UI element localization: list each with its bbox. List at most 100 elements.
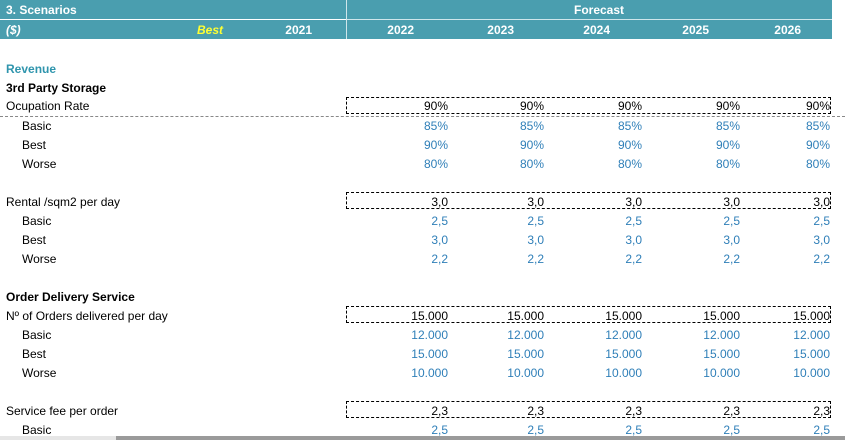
input-value-cell[interactable]: 2,3 — [813, 404, 830, 418]
scenario-value-cell[interactable]: 2,5 — [431, 214, 448, 228]
input-value-cell[interactable]: 15.000 — [605, 309, 642, 323]
scenario-value-cell[interactable]: 2,5 — [625, 214, 642, 228]
scenario-value-cell[interactable]: 80% — [805, 157, 830, 171]
scenario-value-cell[interactable]: 3,0 — [431, 233, 448, 247]
input-value-cell[interactable]: 3,0 — [813, 195, 830, 209]
input-value-cell[interactable]: 15.000 — [793, 309, 830, 323]
year-header: 2021 — [285, 23, 312, 37]
scenario-value-cell[interactable]: 2,5 — [527, 214, 544, 228]
row-label: Basic — [22, 119, 52, 133]
scenario-value-cell[interactable]: 2,5 — [527, 423, 544, 437]
input-value-cell[interactable]: 3,0 — [723, 195, 740, 209]
input-value-cell[interactable]: 3,0 — [527, 195, 544, 209]
row-label: Best — [22, 347, 47, 361]
scenario-value-cell[interactable]: 3,0 — [625, 233, 642, 247]
table-row: Worse 2,2 2,2 2,2 2,2 2,2 — [0, 250, 845, 269]
table-row: Service fee per order 2,3 2,3 2,3 2,3 2,3 — [0, 402, 845, 421]
scenario-value-cell[interactable]: 3,0 — [527, 233, 544, 247]
row-label: Service fee per order — [6, 404, 119, 418]
scenario-value-cell[interactable]: 10.000 — [507, 366, 544, 380]
input-box — [346, 192, 831, 209]
scenario-value-cell[interactable]: 85% — [617, 119, 642, 133]
scenario-value-cell[interactable]: 3,0 — [813, 233, 830, 247]
scenario-value-cell[interactable]: 85% — [519, 119, 544, 133]
scenario-value-cell[interactable]: 2,5 — [813, 214, 830, 228]
scenario-selector[interactable]: Best — [197, 23, 224, 37]
scenario-value-cell[interactable]: 2,2 — [813, 252, 830, 266]
scenario-value-cell[interactable]: 85% — [805, 119, 830, 133]
input-value-cell[interactable]: 2,3 — [625, 404, 642, 418]
scenario-value-cell[interactable]: 2,2 — [625, 252, 642, 266]
scenario-value-cell[interactable]: 2,5 — [431, 423, 448, 437]
scenario-value-cell[interactable]: 80% — [715, 157, 740, 171]
scenario-value-cell[interactable]: 2,5 — [723, 423, 740, 437]
horizontal-scrollbar[interactable] — [0, 436, 845, 440]
scenario-value-cell[interactable]: 15.000 — [507, 347, 544, 361]
scenario-value-cell[interactable]: 10.000 — [605, 366, 642, 380]
year-header: 2025 — [682, 23, 709, 37]
scenario-value-cell[interactable]: 2,2 — [431, 252, 448, 266]
scenario-value-cell[interactable]: 10.000 — [793, 366, 830, 380]
input-value-cell[interactable]: 90% — [519, 99, 544, 113]
table-row: Rental /sqm2 per day 3,0 3,0 3,0 3,0 3,0 — [0, 193, 845, 212]
scenario-value-cell[interactable]: 15.000 — [793, 347, 830, 361]
table-row: Worse 10.000 10.000 10.000 10.000 10.000 — [0, 364, 845, 383]
row-label: Basic — [22, 423, 52, 437]
scenario-value-cell[interactable]: 90% — [805, 138, 830, 152]
input-value-cell[interactable]: 15.000 — [703, 309, 740, 323]
section-title: Revenue — [6, 62, 57, 76]
year-header: 2023 — [487, 23, 514, 37]
input-value-cell[interactable]: 15.000 — [507, 309, 544, 323]
scenario-value-cell[interactable]: 90% — [617, 138, 642, 152]
input-value-cell[interactable]: 2,3 — [431, 404, 448, 418]
scenario-value-cell[interactable]: 12.000 — [605, 328, 642, 342]
input-value-cell[interactable]: 2,3 — [723, 404, 740, 418]
scenario-value-cell[interactable]: 80% — [617, 157, 642, 171]
table-row: Ocupation Rate 90% 90% 90% 90% 90% — [0, 97, 845, 116]
input-value-cell[interactable]: 3,0 — [625, 195, 642, 209]
table-row: Best 3,0 3,0 3,0 3,0 3,0 — [0, 231, 845, 250]
year-header: 2026 — [774, 23, 801, 37]
table-row: Basic 2,5 2,5 2,5 2,5 2,5 — [0, 421, 845, 440]
table-row: Nº of Orders delivered per day 15.000 15.0… — [0, 307, 845, 326]
scenario-value-cell[interactable]: 90% — [423, 138, 448, 152]
scenario-value-cell[interactable]: 85% — [423, 119, 448, 133]
scenario-value-cell[interactable]: 2,5 — [813, 423, 830, 437]
row-label: Best — [22, 138, 47, 152]
scenario-value-cell[interactable]: 12.000 — [793, 328, 830, 342]
scenario-value-cell[interactable]: 15.000 — [605, 347, 642, 361]
scenario-value-cell[interactable]: 80% — [519, 157, 544, 171]
scenario-value-cell[interactable]: 10.000 — [411, 366, 448, 380]
table-row: Basic 2,5 2,5 2,5 2,5 2,5 — [0, 212, 845, 231]
scenario-value-cell[interactable]: 85% — [715, 119, 740, 133]
scenario-value-cell[interactable]: 2,5 — [723, 214, 740, 228]
sheet-title: 3. Scenarios — [6, 3, 77, 17]
scenario-value-cell[interactable]: 15.000 — [703, 347, 740, 361]
input-value-cell[interactable]: 90% — [617, 99, 642, 113]
scenario-value-cell[interactable]: 12.000 — [411, 328, 448, 342]
scenario-value-cell[interactable]: 2,2 — [527, 252, 544, 266]
input-value-cell[interactable]: 90% — [715, 99, 740, 113]
section-title: Order Delivery Service — [6, 290, 135, 304]
input-value-cell[interactable]: 15.000 — [411, 309, 448, 323]
input-value-cell[interactable]: 3,0 — [431, 195, 448, 209]
row-label: Ocupation Rate — [6, 99, 90, 113]
scenario-value-cell[interactable]: 3,0 — [723, 233, 740, 247]
input-value-cell[interactable]: 2,3 — [527, 404, 544, 418]
scenario-value-cell[interactable]: 2,2 — [723, 252, 740, 266]
scenario-value-cell[interactable]: 90% — [519, 138, 544, 152]
input-box — [346, 401, 831, 418]
section-row: Revenue — [0, 60, 845, 79]
scenario-value-cell[interactable]: 12.000 — [507, 328, 544, 342]
scenario-value-cell[interactable]: 90% — [715, 138, 740, 152]
section-row: Order Delivery Service — [0, 288, 845, 307]
scenario-value-cell[interactable]: 80% — [423, 157, 448, 171]
header-divider — [346, 19, 832, 20]
input-value-cell[interactable]: 90% — [423, 99, 448, 113]
scenario-value-cell[interactable]: 12.000 — [703, 328, 740, 342]
input-value-cell[interactable]: 90% — [805, 99, 830, 113]
scrollbar-thumb[interactable] — [116, 436, 845, 440]
scenario-value-cell[interactable]: 2,5 — [625, 423, 642, 437]
scenario-value-cell[interactable]: 15.000 — [411, 347, 448, 361]
scenario-value-cell[interactable]: 10.000 — [703, 366, 740, 380]
